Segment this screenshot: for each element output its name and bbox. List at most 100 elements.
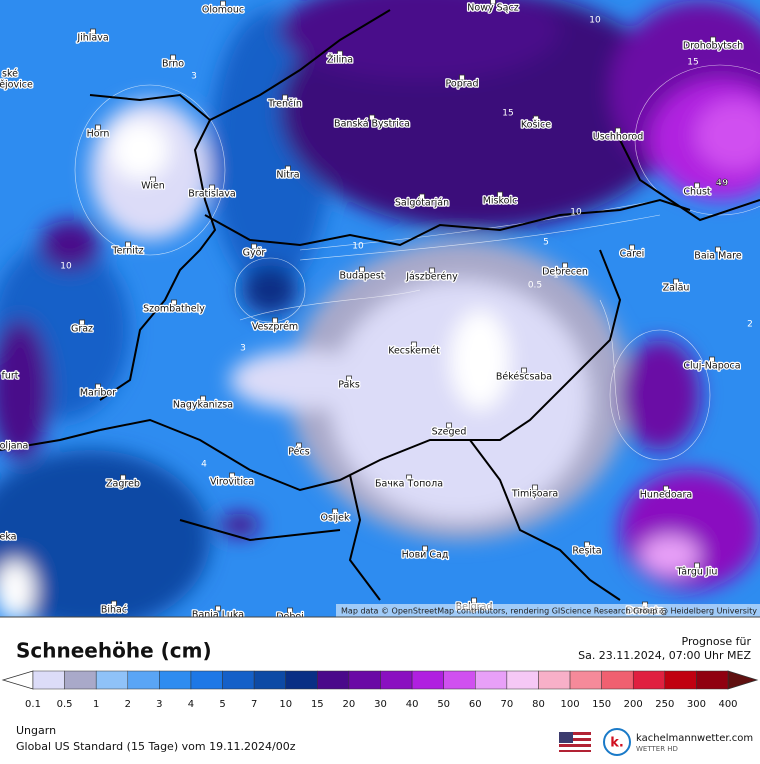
edge-label: eka	[0, 532, 17, 543]
city-label: Olomouc	[202, 5, 244, 16]
city-dot	[422, 545, 428, 552]
city-dot	[332, 508, 338, 515]
city-label: Paks	[338, 380, 360, 391]
city-label: Pécs	[288, 447, 309, 458]
legend-label: 70	[500, 699, 513, 710]
city-label: Carei	[620, 249, 645, 260]
city-dot	[694, 182, 700, 189]
city-label: Timișoara	[511, 489, 558, 500]
city-dot	[282, 94, 288, 101]
city-label: Nagykanizsa	[173, 400, 233, 411]
city-dot	[215, 605, 221, 612]
city-dot	[629, 244, 635, 251]
contour-label: 10	[570, 208, 582, 218]
contour-label: 10	[589, 16, 601, 26]
contour-label: 49	[716, 179, 729, 189]
city-label: Békéscsaba	[496, 372, 552, 383]
city-dot	[429, 267, 435, 274]
contour-label: 10	[352, 242, 364, 252]
city-label: Bratislava	[188, 189, 235, 200]
logo	[603, 728, 631, 756]
city-label: Szeged	[432, 427, 467, 438]
map: Olomouc Nowy Sącz Jihlava Brno Žilina Poprad D…	[0, 0, 760, 621]
city-label: Târgu Jiu	[676, 567, 718, 578]
city-label: Miskolc	[483, 196, 518, 207]
legend-label: 1	[93, 699, 99, 710]
forecast-time: Sa. 23.11.2024, 07:00 Uhr MEZ	[578, 649, 751, 662]
legend-swatch	[32, 670, 65, 690]
legend-swatch	[95, 670, 129, 690]
city-label: Baia Mare	[694, 251, 742, 262]
flag-us	[559, 732, 591, 752]
legend-label: 15	[311, 699, 324, 710]
legend-swatch	[538, 670, 571, 690]
legend-swatch	[348, 670, 381, 690]
contour-label: 10	[60, 262, 72, 272]
city-label: Banja Luka	[192, 610, 244, 621]
legend-swatch	[159, 670, 192, 690]
legend-label: 60	[469, 699, 482, 710]
logo-letter: k.	[610, 736, 624, 751]
city-label: Zalău	[663, 283, 690, 294]
city-label: Szombathely	[143, 304, 205, 315]
city-label: Debrecen	[542, 267, 588, 278]
legend-label: 50	[437, 699, 450, 710]
city-label: Maribor	[80, 388, 116, 399]
city-label: Hunedoara	[640, 490, 692, 501]
city-label: Osijek	[320, 513, 350, 524]
city-dot	[459, 74, 465, 81]
city-dot	[521, 367, 527, 374]
legend-swatch	[380, 670, 413, 690]
attribution-bg	[336, 604, 760, 617]
legend-label: 150	[592, 699, 611, 710]
contour-label: 0.5	[528, 281, 542, 291]
city-label: Poprad	[446, 79, 479, 90]
contour-label: 15	[687, 58, 698, 68]
legend-swatch	[190, 670, 223, 690]
city-label: Brno	[162, 59, 184, 70]
legend-label: 40	[406, 699, 419, 710]
legend-label: 20	[343, 699, 356, 710]
model: Global US Standard (15 Tage) vom 19.11.2…	[16, 740, 296, 753]
city-label: Horn	[87, 129, 110, 140]
city-dot	[471, 597, 477, 604]
city-label: Žilina	[327, 54, 353, 66]
legend-swatch	[601, 670, 634, 690]
city-label: Cluj-Napoca	[683, 361, 740, 372]
city-dot	[296, 442, 302, 449]
city-dot	[497, 191, 503, 198]
city-dot	[673, 278, 679, 285]
city-dot	[710, 36, 716, 43]
city-dot	[79, 319, 85, 326]
legend-swatch	[569, 670, 602, 690]
city-dot	[229, 472, 235, 479]
city-dot	[715, 246, 721, 253]
city-dot	[171, 299, 177, 306]
city-label: Drohobytsch	[683, 41, 743, 52]
contour-label: 2	[747, 320, 753, 330]
city-dot	[120, 474, 126, 481]
city-dot	[90, 28, 96, 35]
legend-label: 100	[560, 699, 579, 710]
city-dot	[419, 193, 425, 200]
legend-swatch	[64, 670, 97, 690]
legend-high	[727, 670, 759, 690]
city-dot	[709, 356, 715, 363]
legend-low	[1, 670, 34, 690]
city-dot	[287, 607, 293, 614]
contour-label: 5	[543, 238, 549, 248]
contour-label: 1	[553, 271, 559, 281]
city-label: Kecskemét	[388, 346, 440, 357]
city-label: Bihać	[101, 605, 127, 616]
city-dot	[111, 600, 117, 607]
legend-swatch	[506, 670, 539, 690]
region: Ungarn	[16, 724, 56, 737]
contour-label: 3	[240, 344, 246, 354]
borders	[0, 9, 760, 601]
legend-label: 300	[687, 699, 706, 710]
edge-label: ské	[2, 69, 18, 80]
legend-label: 0.5	[57, 699, 73, 710]
city-label: Reșita	[572, 546, 601, 557]
city-dot	[446, 422, 452, 429]
attribution: Map data © OpenStreetMap contributors, r…	[341, 607, 757, 616]
